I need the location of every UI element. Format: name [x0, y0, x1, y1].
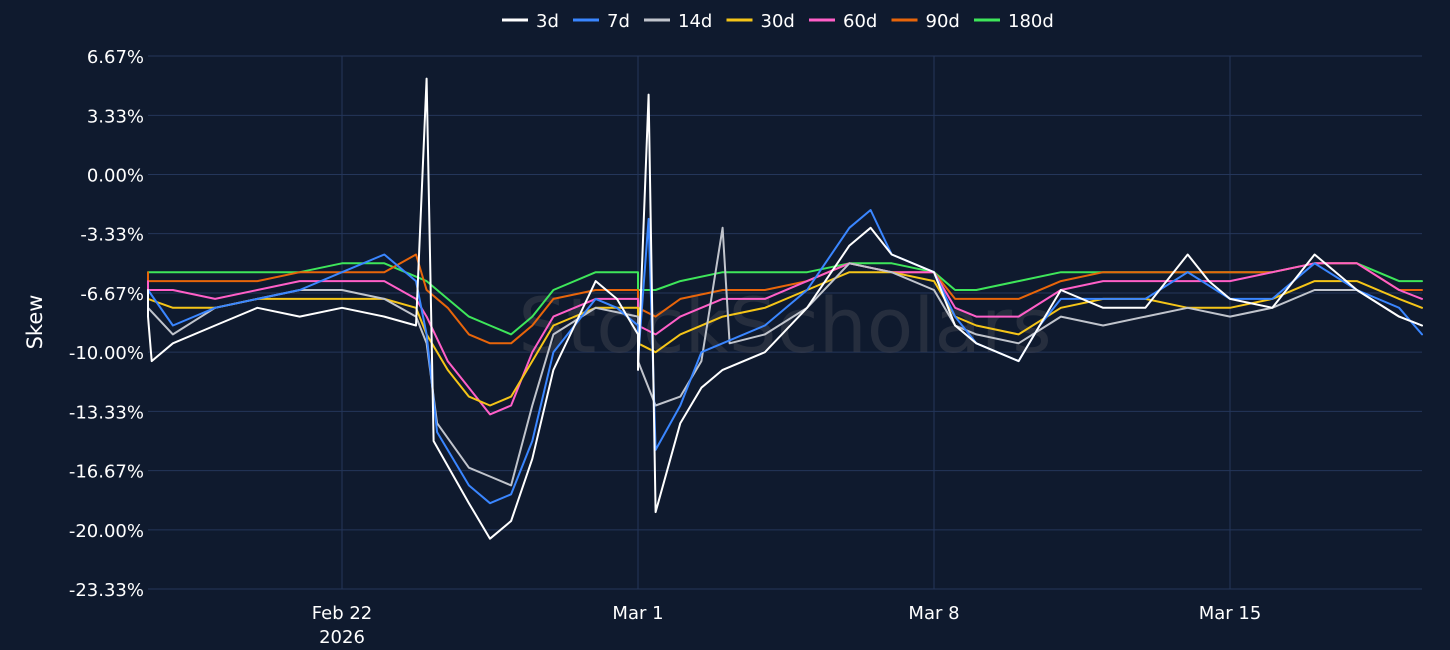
legend-label-14d: 14d [678, 11, 712, 32]
legend-label-3d: 3d [536, 11, 559, 32]
y-tick-label: -3.33% [80, 225, 144, 246]
y-tick-label: -20.00% [69, 521, 144, 542]
x-tick-label: Feb 22 [312, 603, 373, 624]
series-lines [147, 77, 1423, 540]
legend: 3d 7d 14d 30d 60d 90d 180d [502, 11, 1054, 32]
legend-label-90d: 90d [926, 11, 960, 32]
y-tick-label: -6.67% [80, 284, 144, 305]
y-tick-label: -16.67% [69, 462, 144, 483]
legend-label-7d: 7d [607, 11, 630, 32]
y-axis: 6.67% 3.33% 0.00% -3.33% -6.67% -10.00% -13.33… [69, 47, 144, 601]
series-line-90d [147, 253, 1423, 345]
y-tick-label: 0.00% [87, 166, 144, 187]
y-tick-label: 6.67% [87, 47, 144, 68]
y-tick-label: -10.00% [69, 343, 144, 364]
series-line-30d [147, 271, 1423, 407]
watermark: StockScholars [518, 281, 1052, 370]
y-tick-label: 3.33% [87, 106, 144, 127]
x-axis: Feb 22 2026 Mar 1 Mar 8 Mar 15 [312, 603, 1262, 648]
legend-label-30d: 30d [761, 11, 795, 32]
x-tick-label: Mar 15 [1199, 603, 1262, 624]
y-tick-label: -23.33% [69, 580, 144, 601]
legend-label-180d: 180d [1008, 11, 1054, 32]
x-tick-label: Mar 8 [908, 603, 959, 624]
x-tick-sublabel: 2026 [319, 627, 365, 648]
grid [148, 55, 1422, 590]
y-tick-label: -13.33% [69, 402, 144, 423]
series-line-3d [147, 77, 1423, 540]
legend-label-60d: 60d [843, 11, 877, 32]
y-axis-title: Skew [23, 295, 47, 350]
x-tick-label: Mar 1 [612, 603, 663, 624]
